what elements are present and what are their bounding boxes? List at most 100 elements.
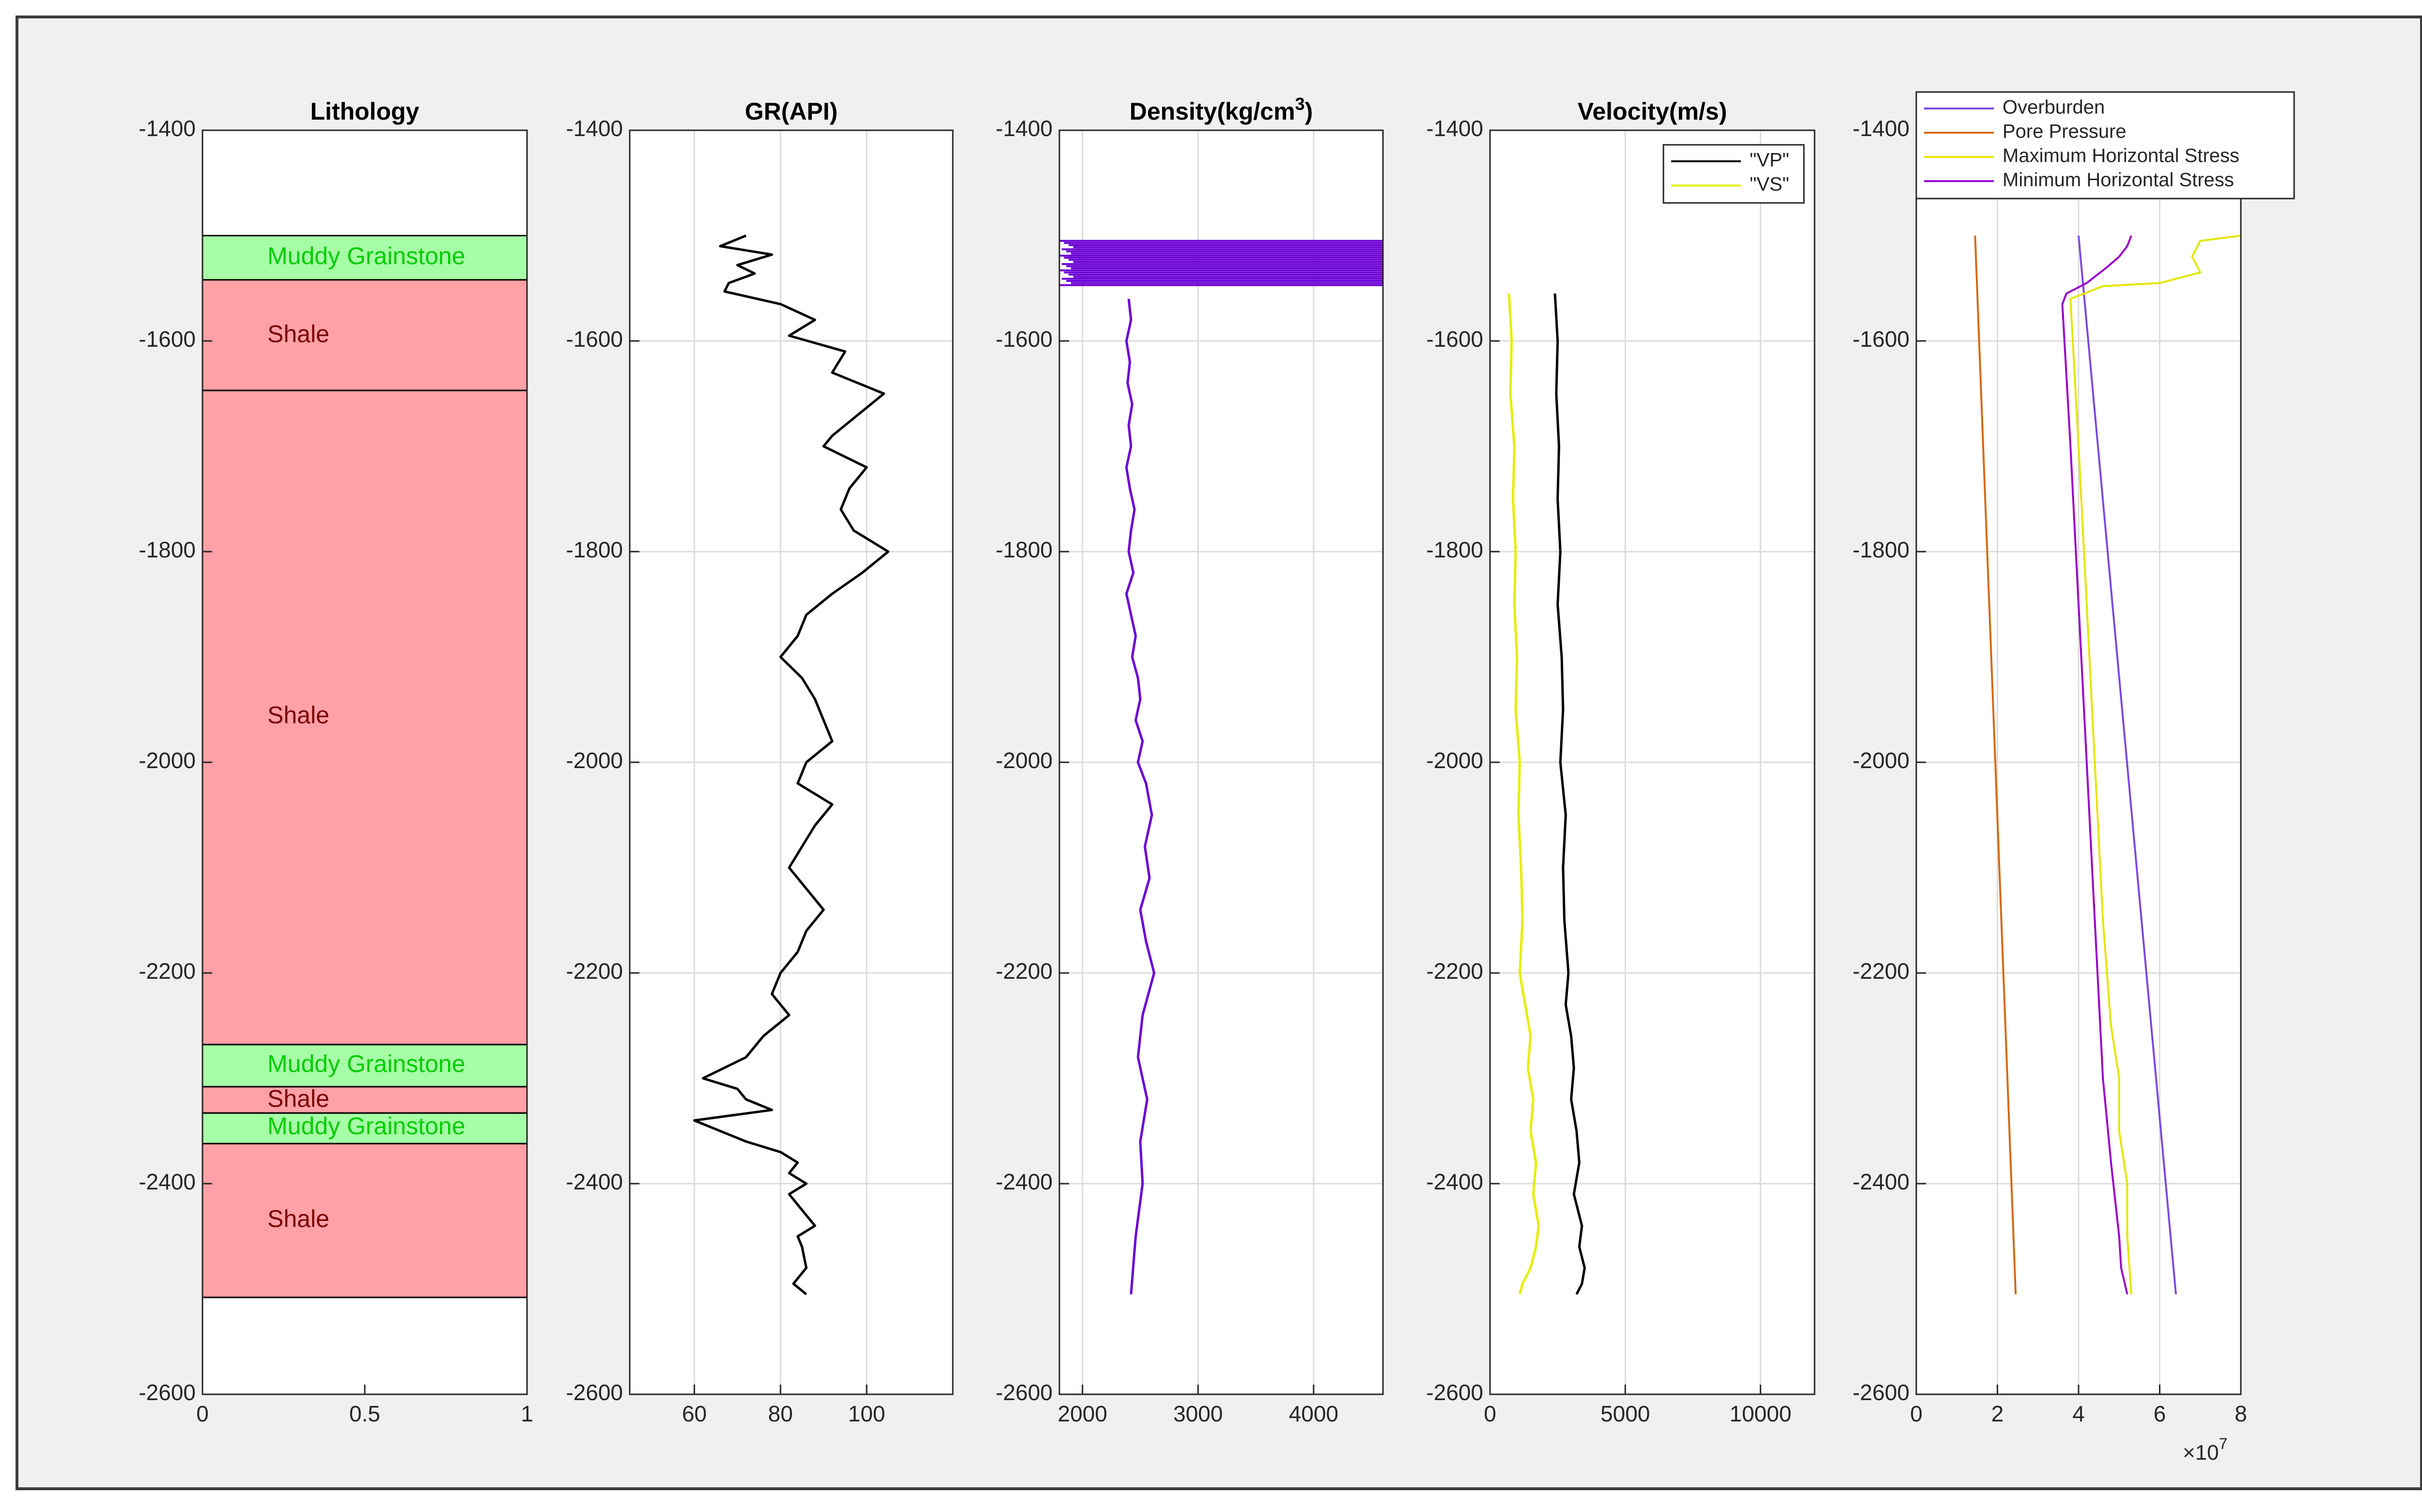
x-exponent-power: 7 [2219,1435,2228,1452]
y-tick-label: -1800 [995,537,1053,562]
y-tick-label: -2600 [995,1380,1053,1405]
series-line-3 [2069,234,2241,1295]
figure-panel: Muddy Grainstone Shale Shale Muddy Grainsto… [16,15,2422,1490]
y-tick-label: -2200 [995,958,1053,984]
y-tick-label: -2400 [139,1169,196,1194]
y-tick-label: -1600 [1852,326,1910,352]
x-tick-label: 4 [2072,1401,2085,1426]
x-tick-label: 0 [1484,1401,1496,1426]
x-exponent-label: ×107 [2183,1435,2227,1465]
lithology-layer [202,235,528,281]
lithology-label: Shale [267,1085,329,1112]
y-tick-label: -2200 [139,958,196,984]
y-tick-label: -2000 [995,748,1053,773]
y-tick-label: -2000 [1426,748,1483,773]
legend-entry: Minimum Horizontal Stress [2003,170,2234,191]
y-tick-label: -2000 [139,748,196,773]
lithology-label: Shale [267,320,329,347]
y-tick-label: -1800 [139,537,196,562]
x-tick-label: 100 [848,1401,885,1426]
y-tick-label: -1600 [566,326,623,352]
y-tick-label: -2600 [139,1380,196,1405]
y-tick-label: -1400 [1426,116,1483,141]
y-tick-label: -2200 [1426,958,1483,984]
y-tick-label: -1600 [139,326,196,352]
series-line-2 [1974,235,2017,1295]
y-tick-label: -2200 [1852,958,1910,984]
y-tick-label: -1400 [1852,116,1910,141]
panel-title: Lithology [311,98,419,125]
x-tick-label: 2 [1991,1401,2004,1426]
x-tick-label: 8 [2235,1401,2247,1426]
y-tick-label: -2400 [566,1169,623,1194]
y-tick-label: -1400 [566,116,623,141]
series-line-1 [693,234,890,1296]
x-tick-label: 10000 [1729,1401,1791,1426]
panel-title: Velocity(m/s) [1578,98,1727,125]
series-line-1 [1125,298,1156,1295]
x-tick-label: 2000 [1058,1401,1107,1426]
y-tick-label: -1800 [566,537,623,562]
y-tick-label: -1800 [1426,537,1483,562]
y-tick-label: -2600 [1426,1380,1483,1405]
y-tick-label: -2400 [1426,1169,1483,1194]
y-tick-label: -1400 [995,116,1053,141]
panel-title: GR(API) [745,98,838,125]
series-line-4 [2061,235,2132,1295]
lithology-layer [202,1044,528,1088]
panel-2: -1400 -1600 -1800 -2000 -2200 -2400 -2600 60 80 1… [566,98,954,1426]
x-tick-label: 60 [682,1401,707,1426]
x-tick-label: 0 [196,1401,209,1426]
y-tick-label: -2000 [1852,748,1910,773]
lithology-layer [202,389,528,1046]
x-tick-label: 4000 [1289,1401,1338,1426]
legend-box [1662,144,1805,204]
y-tick-label: -2600 [566,1380,623,1405]
y-tick-label: -2200 [566,958,623,984]
lithology-label: Muddy Grainstone [267,242,466,269]
title-superscript: 3 [1295,94,1305,114]
x-tick-label: 0.5 [349,1401,380,1426]
y-tick-label: -1600 [1426,326,1483,352]
series-line-1 [1553,293,1586,1295]
x-tick-label: 0 [1910,1401,1923,1426]
y-tick-label: -2400 [995,1169,1053,1194]
legend: Overburden Pore Pressure Maximum Horizonta… [1915,91,2295,200]
lithology-layer [202,1086,528,1114]
legend-entry: "VS" [1750,174,1789,195]
y-tick-label: -1800 [1852,537,1910,562]
lithology-label: Shale [267,702,329,729]
legend: "VP" "VS" [1662,144,1805,204]
series-line-2 [1507,293,1540,1295]
legend-entry: Maximum Horizontal Stress [2003,145,2239,167]
legend-entry: Overburden [2003,97,2105,118]
x-tick-label: 5000 [1600,1401,1650,1426]
y-tick-label: -1600 [995,326,1053,352]
y-tick-label: -2400 [1852,1169,1910,1194]
x-tick-label: 3000 [1173,1401,1223,1426]
y-tick-label: -2000 [566,748,623,773]
lithology-label: Shale [267,1205,329,1232]
lithology-layer [202,1112,528,1144]
series-line-1 [2078,235,2177,1295]
lithology-label: Muddy Grainstone [267,1112,466,1140]
x-tick-label: 80 [768,1401,793,1426]
density-anomaly-band [1059,240,1383,286]
panel-title: Density(kg/cm3) [1130,94,1313,125]
x-tick-label: 6 [2154,1401,2166,1426]
y-tick-label: -2600 [1852,1380,1910,1405]
legend-entry: "VP" [1750,150,1789,171]
legend-entry: Pore Pressure [2003,121,2127,142]
lithology-layer [202,279,528,391]
x-tick-label: 1 [521,1401,533,1426]
title-suffix: ) [1305,98,1313,125]
y-tick-label: -1400 [139,116,196,141]
lithology-layer [202,1142,528,1298]
lithology-label: Muddy Grainstone [267,1050,466,1078]
